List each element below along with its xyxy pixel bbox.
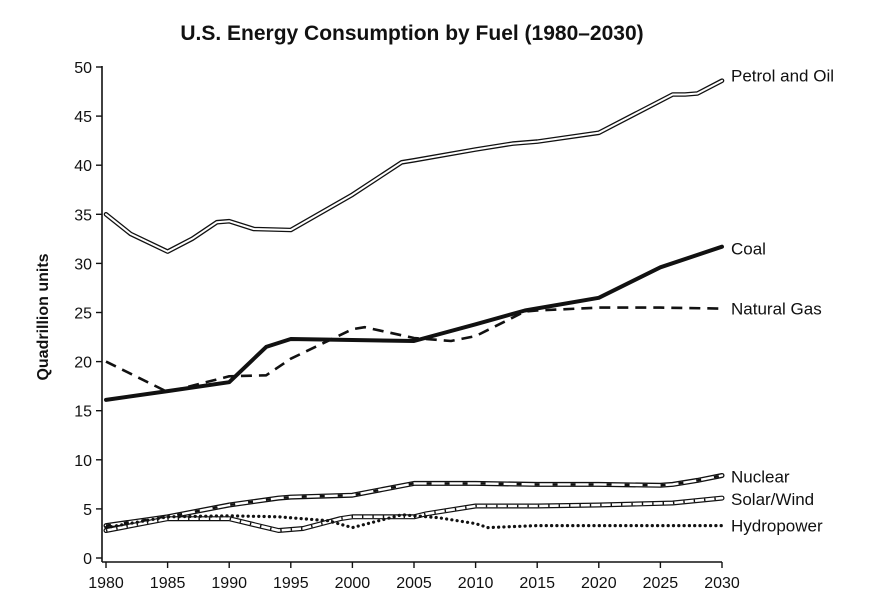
series-label-natural-gas: Natural Gas bbox=[731, 300, 822, 319]
series-line-inner bbox=[104, 474, 724, 527]
x-tick-label: 1985 bbox=[150, 575, 186, 592]
chart-title: U.S. Energy Consumption by Fuel (1980–20… bbox=[180, 22, 643, 45]
y-tick-label: 35 bbox=[74, 207, 92, 224]
series-line-hatch bbox=[105, 496, 723, 532]
series-label-nuclear: Nuclear bbox=[731, 468, 790, 487]
y-tick-label: 30 bbox=[74, 256, 92, 273]
series-line-inner bbox=[105, 79, 723, 253]
y-tick-label: 40 bbox=[74, 158, 92, 175]
series-line bbox=[105, 306, 723, 394]
x-tick-label: 2030 bbox=[704, 575, 740, 592]
y-tick-label: 25 bbox=[74, 306, 92, 323]
x-tick-label: 2025 bbox=[643, 575, 679, 592]
x-tick-label: 1995 bbox=[273, 575, 309, 592]
series-hydropower bbox=[104, 513, 724, 530]
series-petrol-and-oil bbox=[103, 78, 725, 254]
series-label-solar-wind: Solar/Wind bbox=[731, 490, 814, 509]
series-solar-wind bbox=[103, 495, 725, 533]
y-tick-label: 15 bbox=[74, 404, 92, 421]
series-line bbox=[104, 513, 724, 530]
series-nuclear bbox=[103, 473, 725, 529]
y-tick-label: 45 bbox=[74, 109, 92, 126]
x-tick-label: 2010 bbox=[458, 575, 494, 592]
x-tick-label: 2015 bbox=[519, 575, 555, 592]
series-label-coal: Coal bbox=[731, 240, 766, 259]
y-axis-label: Quadrillion units bbox=[35, 253, 52, 380]
series-label-hydropower: Hydropower bbox=[731, 517, 823, 536]
series-line bbox=[104, 244, 724, 402]
y-tick-label: 50 bbox=[74, 60, 92, 77]
x-tick-label: 2000 bbox=[335, 575, 371, 592]
x-tick-label: 2005 bbox=[396, 575, 432, 592]
series-layer bbox=[103, 78, 725, 533]
y-tick-label: 10 bbox=[74, 453, 92, 470]
series-coal bbox=[104, 244, 724, 402]
series-label-petrol-and-oil: Petrol and Oil bbox=[731, 67, 834, 86]
series-line-outer bbox=[103, 78, 725, 254]
series-natural-gas bbox=[105, 306, 723, 394]
series-labels: Petrol and Oil Coal Natural Gas Nuclear Sola… bbox=[731, 67, 834, 536]
y-tick-label: 20 bbox=[74, 355, 92, 372]
y-tick-label: 0 bbox=[83, 551, 92, 568]
x-tick-label: 1990 bbox=[211, 575, 247, 592]
x-tick-label: 2020 bbox=[581, 575, 617, 592]
x-tick-label: 1980 bbox=[88, 575, 124, 592]
y-tick-label: 5 bbox=[83, 502, 92, 519]
